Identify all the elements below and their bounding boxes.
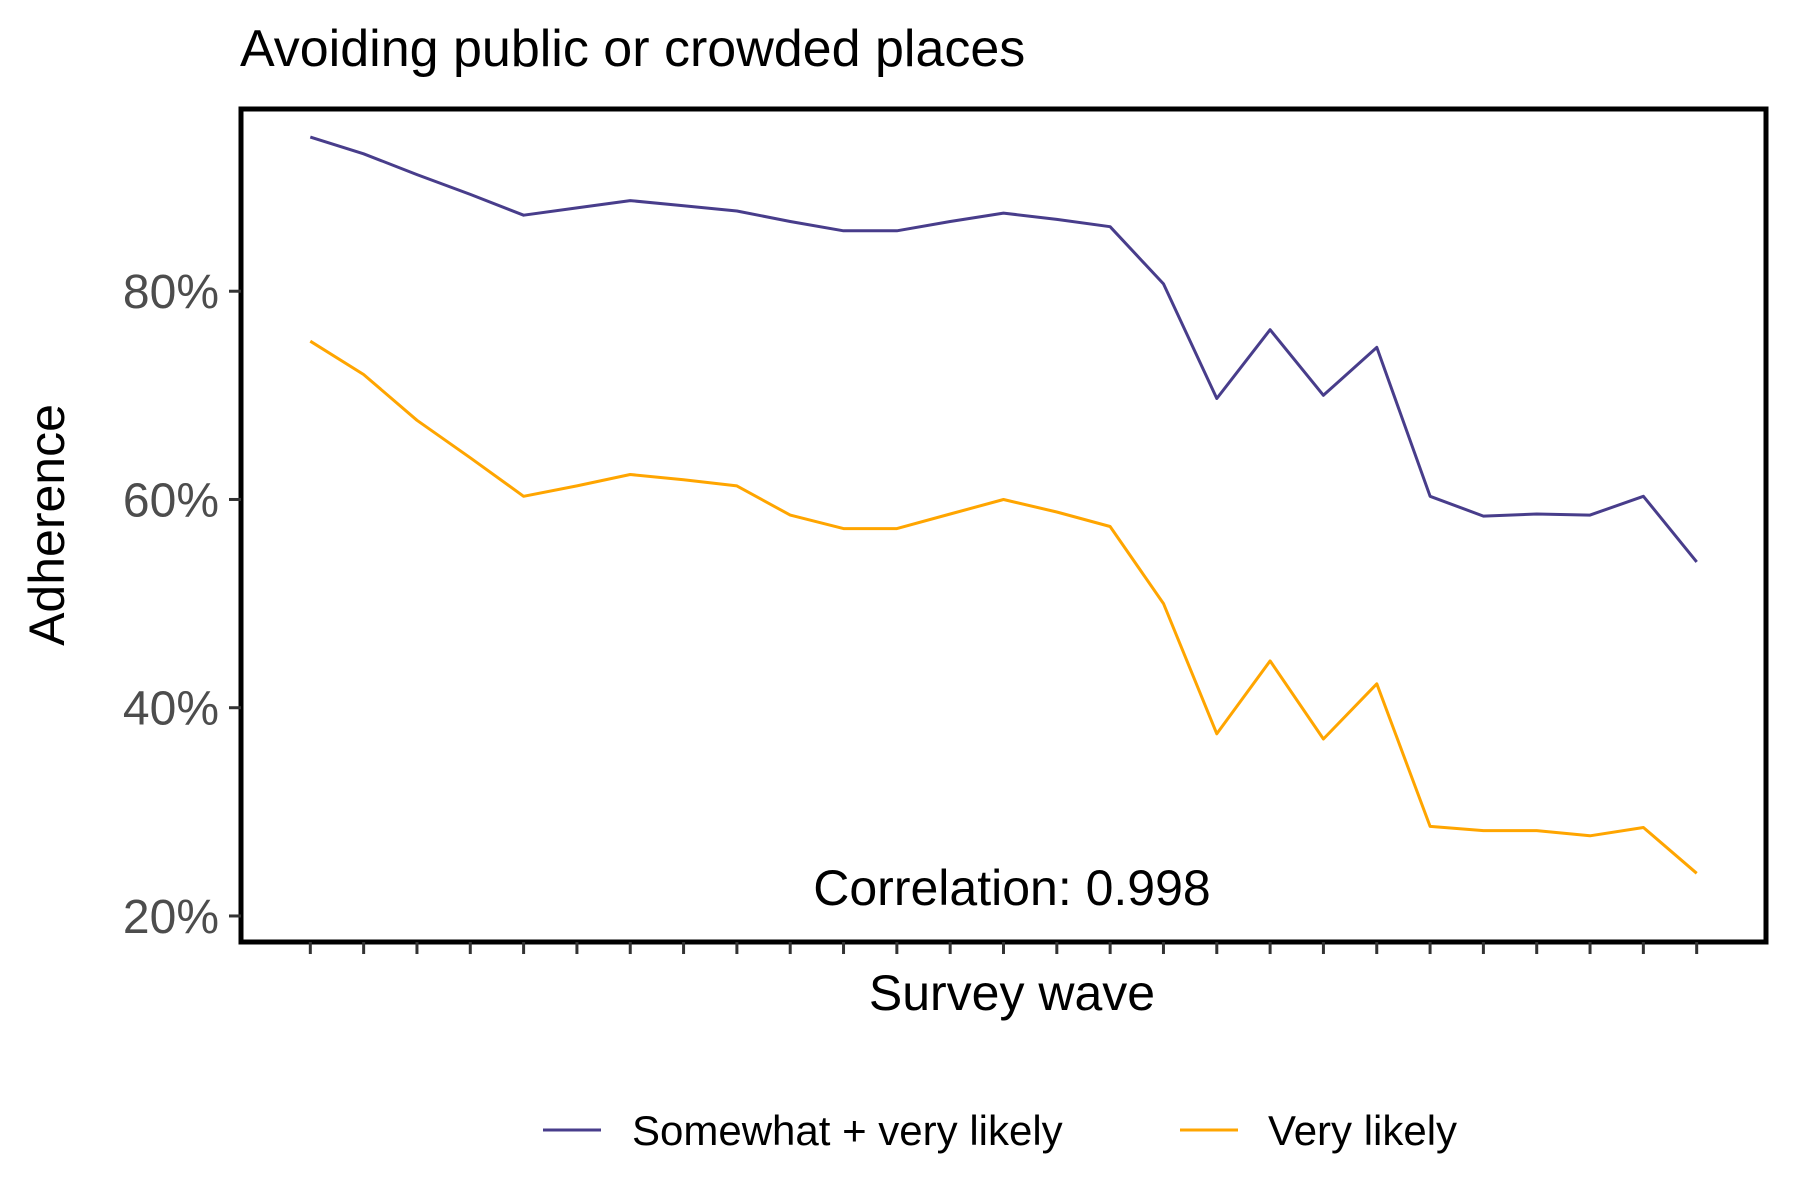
plot-area	[309, 135, 1698, 875]
legend: Somewhat + very likely Very likely	[543, 1107, 1457, 1154]
series-line-somewhat-very-likely	[309, 135, 1698, 563]
y-axis-label: Adherence	[19, 404, 75, 646]
plot-panel	[238, 106, 1769, 945]
y-tick-label: 60%	[123, 474, 219, 527]
legend-label: Very likely	[1268, 1107, 1457, 1154]
y-tick-label: 80%	[123, 266, 219, 319]
y-axis: 20% 40% 60% 80%	[123, 266, 241, 944]
x-axis-label: Survey wave	[869, 965, 1155, 1021]
legend-label: Somewhat + very likely	[632, 1107, 1063, 1154]
y-tick-label: 40%	[123, 683, 219, 736]
correlation-annotation: Correlation: 0.998	[813, 860, 1210, 916]
x-axis	[308, 942, 1699, 954]
series-line-very-likely	[309, 339, 1698, 875]
y-tick-label: 20%	[123, 891, 219, 944]
chart-title: Avoiding public or crowded places	[240, 20, 1025, 78]
